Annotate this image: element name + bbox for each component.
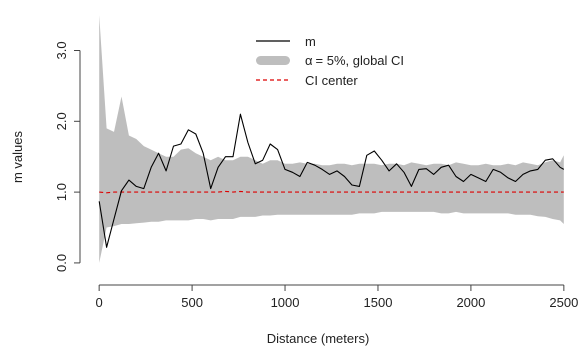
- y-tick-label: 1.0: [54, 183, 69, 201]
- x-tick-label: 1000: [271, 295, 300, 310]
- x-tick-label: 1500: [364, 295, 393, 310]
- x-tick-label: 2500: [549, 295, 578, 310]
- legend-label-m: m: [305, 34, 316, 49]
- x-tick-label: 500: [181, 295, 203, 310]
- y-tick-label: 0.0: [54, 254, 69, 272]
- legend-alpha-symbol: α: [305, 53, 313, 68]
- ci-center-line: [99, 190, 564, 194]
- axes: 0 500 1000 1500 2000 2500 0.0 1.0 2.0 3.0: [54, 41, 578, 310]
- legend-label-ci-center: CI center: [305, 73, 358, 88]
- m-series-layer: [98, 113, 565, 248]
- legend-label-ci: α = 5%, global CI: [305, 53, 404, 68]
- y-tick-label: 2.0: [54, 112, 69, 130]
- ci-center-layer: [99, 190, 564, 194]
- x-ticks: 0 500 1000 1500 2000 2500: [96, 285, 578, 310]
- ci-band-layer: [99, 15, 564, 263]
- x-tick-label: 0: [96, 295, 103, 310]
- x-axis-title: Distance (meters): [267, 331, 370, 346]
- ci-band-area: [99, 15, 564, 263]
- m-series-line: [98, 113, 565, 248]
- y-ticks: 0.0 1.0 2.0 3.0: [54, 41, 80, 272]
- legend-label-ci-text: = 5%, global CI: [316, 53, 405, 68]
- y-axis-title: m values: [10, 130, 25, 183]
- x-tick-label: 2000: [456, 295, 485, 310]
- legend-swatch-ci: [256, 56, 290, 65]
- y-tick-label: 3.0: [54, 41, 69, 59]
- legend: m α = 5%, global CI CI center: [256, 34, 404, 88]
